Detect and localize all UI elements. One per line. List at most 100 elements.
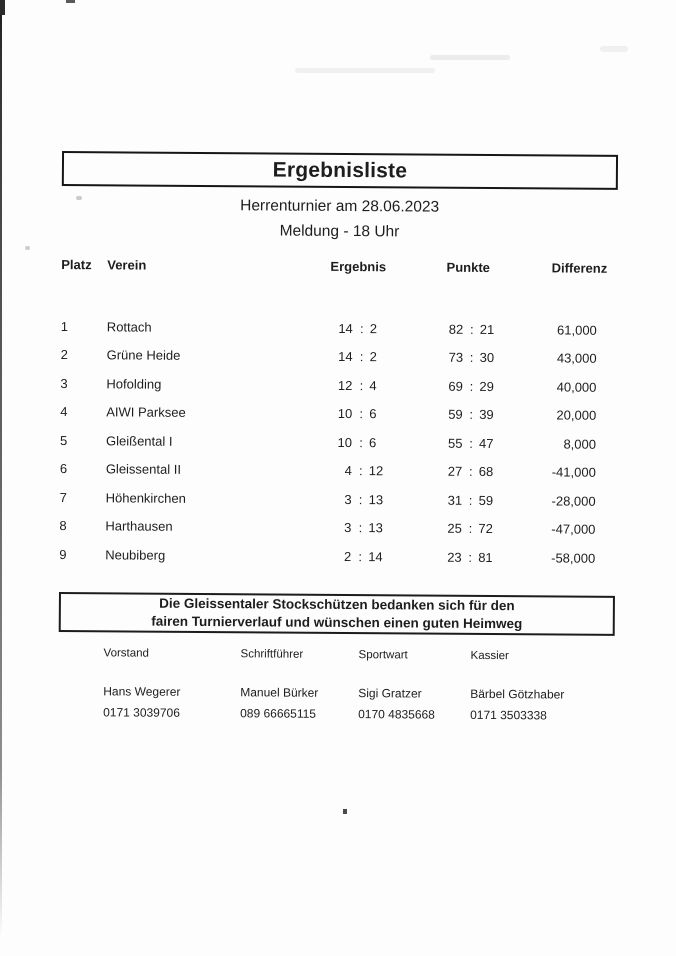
cell-differenz: 40,000 xyxy=(556,379,597,395)
cell-ergebnis-fuer: 14 xyxy=(338,320,353,336)
cell-differenz: 43,000 xyxy=(556,350,597,367)
cell-punkte-gegen: 59 xyxy=(478,492,494,508)
cell-platz: 9 xyxy=(59,546,67,562)
cell-ergebnis-gegen: 13 xyxy=(368,491,384,508)
cell-differenz: -28,000 xyxy=(551,493,596,509)
cell-punkte-gegen: 21 xyxy=(479,321,495,337)
cell-punkte-fuer: 73 xyxy=(448,349,464,366)
table-row: 8 Harthausen 3 : 13 25 : 72 -47,000 xyxy=(59,512,599,544)
table-row: 7 Höhenkirchen 3 : 13 31 : 59 -28,000 xyxy=(60,483,600,515)
cell-ergebnis-gegen: 14 xyxy=(368,548,383,565)
cell-differenz: 8,000 xyxy=(563,436,597,452)
cell-punkte-fuer: 31 xyxy=(447,492,463,508)
contact-role: Sportwart xyxy=(358,649,408,662)
contact-phone: 089 66665115 xyxy=(240,706,317,721)
score-separator: : xyxy=(358,463,363,479)
cell-verein: Neubiberg xyxy=(105,547,166,563)
cell-ergebnis-fuer: 2 xyxy=(343,548,352,564)
cell-platz: 6 xyxy=(59,461,68,477)
cell-punkte-gegen: 29 xyxy=(479,378,494,394)
cell-ergebnis-fuer: 12 xyxy=(337,377,353,393)
header-punkte: Punkte xyxy=(446,259,490,276)
cell-ergebnis-gegen: 2 xyxy=(369,320,378,336)
table-row: 9 Neubiberg 2 : 14 23 : 81 -58,000 xyxy=(59,540,599,572)
cell-punkte-fuer: 55 xyxy=(447,435,463,451)
table-row: 2 Grüne Heide 14 : 2 73 : 30 43,000 xyxy=(61,341,601,373)
score-separator: : xyxy=(469,435,473,451)
cell-verein: Harthausen xyxy=(105,518,173,535)
table-row: 3 Hofolding 12 : 4 69 : 29 40,000 xyxy=(60,369,600,401)
contact-phone: 0170 4835668 xyxy=(358,707,435,722)
cell-differenz: -47,000 xyxy=(551,521,596,537)
cell-platz: 7 xyxy=(59,489,67,505)
contact-role: Schriftführer xyxy=(240,648,304,661)
table-row: 6 Gleissental II 4 : 12 27 : 68 -41,000 xyxy=(60,455,600,487)
score-separator: : xyxy=(469,407,474,423)
contact-name: Sigi Gratzer xyxy=(358,686,422,701)
header-platz: Platz xyxy=(61,257,92,273)
score-separator: : xyxy=(468,492,473,508)
cell-punkte-fuer: 25 xyxy=(447,520,462,537)
thanks-box: Die Gleissentaler Stockschützen bedanken… xyxy=(58,592,615,636)
score-separator: : xyxy=(358,520,363,536)
score-separator: : xyxy=(359,320,364,336)
cell-verein: Höhenkirchen xyxy=(105,490,186,506)
score-separator: : xyxy=(469,350,474,366)
cell-ergebnis-gegen: 6 xyxy=(368,434,377,450)
contact-card: Kassier Bärbel Götzhaber 0171 3503338 xyxy=(470,650,620,723)
contact-name: Bärbel Götzhaber xyxy=(470,686,565,702)
cell-punkte-fuer: 69 xyxy=(448,378,463,394)
score-separator: : xyxy=(468,521,473,537)
score-separator: : xyxy=(468,464,473,480)
header-ergebnis: Ergebnis xyxy=(330,258,387,275)
cell-ergebnis-gegen: 4 xyxy=(369,377,377,393)
cell-punkte-fuer: 59 xyxy=(448,406,463,423)
score-separator: : xyxy=(359,406,364,422)
score-separator: : xyxy=(469,378,474,394)
score-separator: : xyxy=(468,549,473,565)
cell-punkte-gegen: 47 xyxy=(478,435,494,451)
contact-card: Vorstand Hans Wegerer 0171 3039706 xyxy=(103,647,240,720)
cell-platz: 3 xyxy=(60,375,68,391)
contacts-row: Vorstand Hans Wegerer 0171 3039706 Schri… xyxy=(103,647,620,723)
cell-verein: Grüne Heide xyxy=(106,347,181,364)
title-box: Ergebnisliste xyxy=(61,151,619,190)
cell-ergebnis-gegen: 2 xyxy=(369,349,377,365)
results-table: Platz Verein Ergebnis Punkte Differenz 1… xyxy=(59,257,607,572)
score-separator: : xyxy=(359,434,363,450)
table-row: 1 Rottach 14 : 2 82 : 21 61,000 xyxy=(61,312,601,344)
cell-ergebnis-fuer: 3 xyxy=(344,520,352,536)
cell-ergebnis-fuer: 10 xyxy=(337,434,353,450)
cell-differenz: -58,000 xyxy=(551,550,596,566)
table-row: 5 Gleißental I 10 : 6 55 : 47 8,000 xyxy=(60,426,600,458)
contact-phone: 0171 3039706 xyxy=(103,705,180,720)
score-separator: : xyxy=(359,377,364,393)
cell-ergebnis-gegen: 12 xyxy=(368,463,384,479)
cell-verein: Gleißental I xyxy=(105,433,173,449)
page-title: Ergebnisliste xyxy=(272,157,408,182)
subtitle-meldung: Meldung - 18 Uhr xyxy=(279,222,400,241)
cell-punkte-gegen: 30 xyxy=(479,350,495,366)
cell-verein: Hofolding xyxy=(106,376,162,392)
contact-name: Manuel Bürker xyxy=(240,685,319,700)
score-separator: : xyxy=(359,349,364,365)
cell-ergebnis-fuer: 4 xyxy=(344,463,352,479)
contact-name: Hans Wegerer xyxy=(103,684,181,699)
cell-platz: 4 xyxy=(60,404,68,420)
subtitle-tournament: Herrenturnier am 28.06.2023 xyxy=(240,197,440,216)
contact-card: Schriftführer Manuel Bürker 089 66665115 xyxy=(240,648,358,721)
cell-punkte-gegen: 39 xyxy=(479,407,494,423)
header-differenz: Differenz xyxy=(551,260,608,276)
cell-platz: 5 xyxy=(59,432,68,448)
cell-punkte-fuer: 82 xyxy=(448,321,464,337)
cell-ergebnis-gegen: 6 xyxy=(369,406,377,422)
cell-punkte-fuer: 27 xyxy=(447,463,463,480)
header-verein: Verein xyxy=(107,257,147,273)
cell-differenz: 61,000 xyxy=(557,322,597,338)
results-rows: 1 Rottach 14 : 2 82 : 21 61,000 2 Grüne … xyxy=(59,312,601,572)
cell-ergebnis-gegen: 13 xyxy=(368,520,383,536)
cell-platz: 8 xyxy=(59,518,67,534)
cell-verein: Rottach xyxy=(106,319,152,335)
thanks-line-2: fairen Turnierverlauf und wünschen einen… xyxy=(151,613,523,632)
